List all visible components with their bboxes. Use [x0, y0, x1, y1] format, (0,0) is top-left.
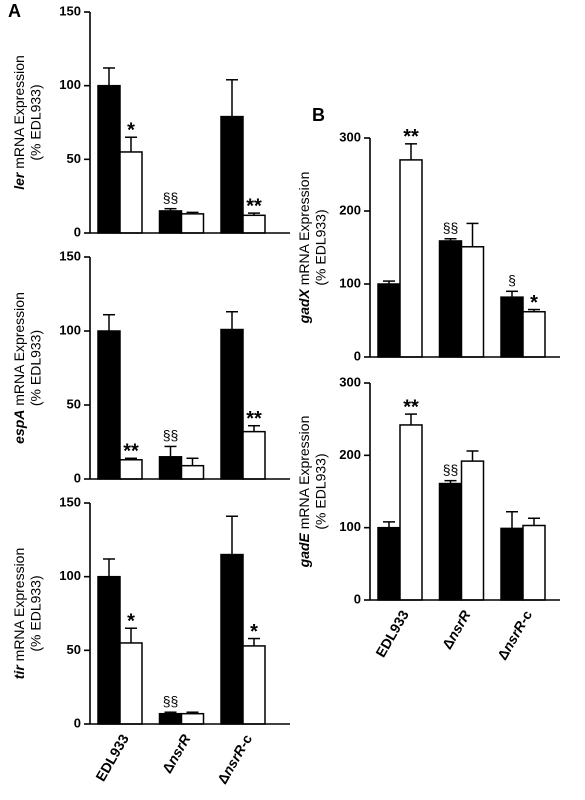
bar [242, 214, 266, 234]
significance-label: § [508, 272, 516, 288]
y-axis-label-gene: gadX [296, 287, 312, 324]
bar [522, 310, 546, 358]
bar [438, 240, 463, 358]
y-tick-label: 0 [354, 591, 361, 606]
x-tick-label-part: nsrR [443, 607, 473, 643]
y-tick-label: 300 [339, 129, 361, 144]
y-tick-label: 50 [67, 151, 81, 166]
bar [460, 460, 485, 601]
y-tick-label: 0 [74, 470, 81, 485]
significance-label: §§ [163, 693, 179, 709]
significance-label: ** [403, 396, 419, 418]
bar [180, 213, 205, 234]
bar [220, 553, 244, 725]
x-tick-label: ΔnsrR [438, 607, 473, 652]
bar [220, 328, 244, 480]
y-axis-label-text: mRNA Expression [11, 292, 27, 406]
panel-label: B [312, 105, 325, 125]
y-tick-label: 150 [59, 248, 81, 263]
y-tick-label: 100 [339, 519, 361, 534]
bar [97, 84, 121, 234]
y-tick-label: 0 [74, 224, 81, 239]
y-tick-label: 100 [59, 568, 81, 583]
bar [119, 151, 143, 234]
y-axis-label-text: mRNA Expression [11, 55, 27, 169]
bar [119, 642, 143, 725]
y-axis-label: (% EDL933) [313, 209, 329, 285]
bar [158, 456, 183, 480]
x-tick-label-part: nsrR [163, 731, 193, 767]
y-axis-label-text: mRNA Expression [11, 548, 27, 662]
significance-label: §§ [163, 189, 179, 205]
y-tick-label: 150 [59, 3, 81, 18]
y-tick-label: 150 [59, 494, 81, 509]
y-axis-label: gadX mRNA Expression [296, 172, 312, 325]
bar [377, 526, 401, 601]
y-tick-label: 200 [339, 202, 361, 217]
bar [97, 330, 121, 480]
bar [242, 430, 266, 480]
y-axis-label: (% EDL933) [28, 575, 44, 651]
significance-label: * [530, 292, 538, 314]
y-axis-label-text: mRNA Expression [296, 416, 312, 530]
significance-label: §§ [443, 461, 459, 477]
significance-label: * [250, 621, 258, 643]
y-tick-label: 0 [354, 348, 361, 363]
y-axis-label: espA mRNA Expression [11, 292, 27, 444]
bar [460, 246, 485, 358]
y-axis-label: (% EDL933) [28, 84, 44, 160]
significance-label: ** [403, 126, 419, 148]
y-tick-label: 300 [339, 374, 361, 389]
significance-label: * [127, 611, 135, 633]
bar [180, 464, 205, 480]
significance-label: ** [246, 408, 262, 430]
bar [158, 210, 183, 234]
bar [220, 115, 244, 234]
significance-label: ** [123, 441, 139, 463]
y-axis-label-gene: tir [11, 664, 27, 680]
significance-label: ** [246, 195, 262, 217]
bar [97, 575, 121, 725]
x-tick-label: EDL933 [92, 731, 132, 784]
y-axis-label-gene: ler [11, 171, 27, 190]
y-axis-label: tir mRNA Expression [11, 548, 27, 679]
bar [399, 159, 423, 358]
bar [500, 296, 524, 358]
bar [500, 527, 524, 601]
y-axis-label: gadE mRNA Expression [296, 416, 312, 569]
x-tick-label: EDL933 [372, 607, 412, 660]
bar [119, 459, 143, 480]
bar [180, 712, 205, 725]
bar [377, 283, 401, 358]
bar [158, 712, 183, 725]
y-axis-label: (% EDL933) [28, 330, 44, 406]
significance-label: §§ [163, 427, 179, 443]
bar [522, 524, 546, 601]
y-axis-label: (% EDL933) [313, 453, 329, 529]
y-tick-label: 100 [59, 322, 81, 337]
bar [399, 424, 423, 601]
y-axis-label-text: mRNA Expression [296, 172, 312, 286]
y-tick-label: 200 [339, 447, 361, 462]
x-tick-label: ΔnsrR-c [214, 731, 255, 786]
significance-label: * [127, 120, 135, 142]
significance-label: §§ [443, 219, 459, 235]
y-axis-label: ler mRNA Expression [11, 55, 27, 190]
y-tick-label: 0 [74, 715, 81, 730]
y-tick-label: 50 [67, 642, 81, 657]
x-tick-label: ΔnsrR-c [494, 607, 535, 662]
bar [242, 645, 266, 725]
y-axis-label-gene: espA [11, 410, 27, 444]
y-tick-label: 100 [59, 77, 81, 92]
panel-label: A [8, 1, 21, 21]
y-axis-label-gene: gadE [296, 532, 312, 568]
y-tick-label: 50 [67, 396, 81, 411]
bar [438, 482, 463, 601]
x-tick-label: ΔnsrR [158, 731, 193, 776]
y-tick-label: 100 [339, 275, 361, 290]
